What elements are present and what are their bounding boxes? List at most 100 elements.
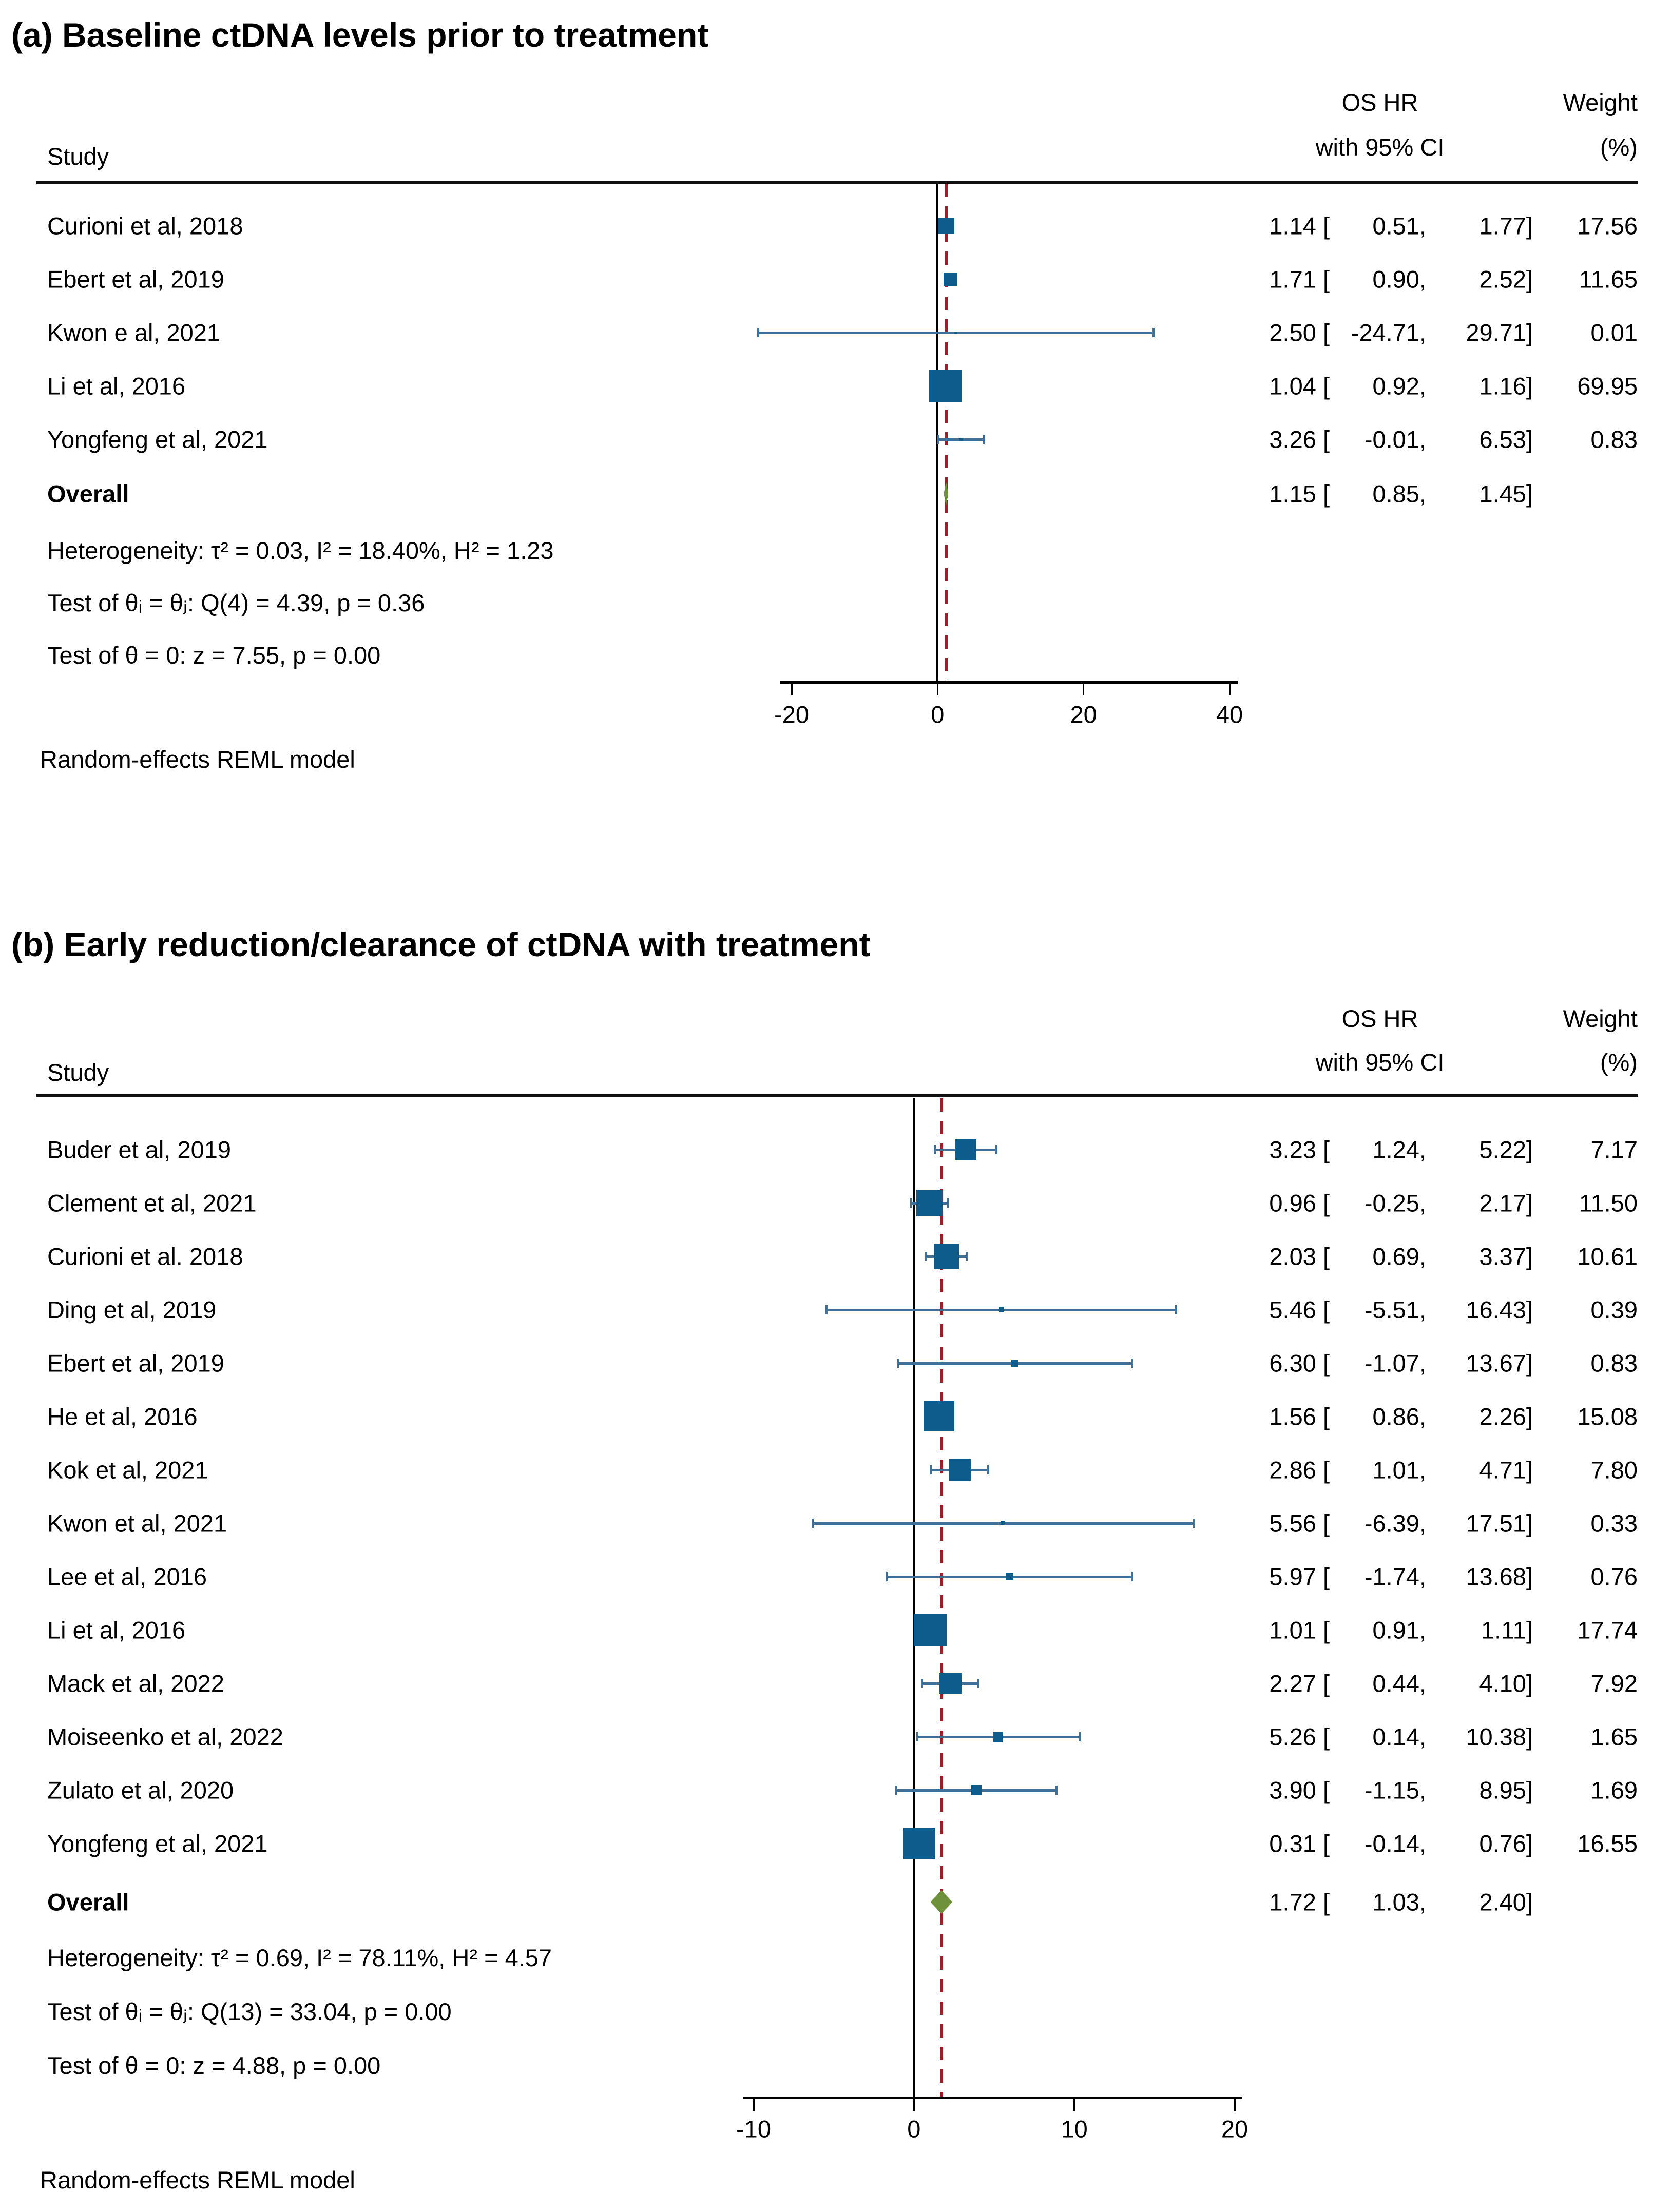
ci-upper: 2.52] [1479,265,1533,293]
ci-cap-right [1193,1519,1195,1528]
ci-cap-right [966,1252,968,1261]
weight-value: 1.69 [1590,1776,1638,1804]
ci-lower: 0.86, [1372,1403,1426,1430]
overall-diamond [930,1890,953,1914]
panel-title: (a) Baseline ctDNA levels prior to treat… [11,16,709,54]
ci-upper: 6.53] [1479,425,1533,453]
ci-cap-left [896,1359,899,1368]
weight-value: 10.61 [1577,1243,1638,1270]
effect-marker [949,1459,971,1481]
effect-marker [1006,1573,1013,1580]
weight-value: 0.01 [1590,319,1638,346]
ci-cap-left [930,1465,932,1474]
weight-value: 7.92 [1590,1670,1638,1697]
ci-cap-left [757,328,760,337]
weight-value: 1.65 [1590,1723,1638,1751]
x-axis [780,681,1238,684]
ci-upper: 17.51] [1466,1509,1533,1537]
overall-reference-line [940,1098,944,2097]
ci-lower: -1.15, [1364,1776,1426,1804]
weight-value: 0.83 [1590,1349,1638,1377]
ci-lower: -24.71, [1351,319,1426,346]
effect-estimate: 2.50 [ [1269,319,1330,346]
effect-marker [924,1401,954,1432]
heterogeneity-stats: Heterogeneity: τ² = 0.69, I² = 78.11%, H… [47,1944,552,1971]
overall-ci-lower: 1.03, [1372,1888,1426,1916]
weight-value: 17.56 [1577,212,1638,240]
effect-estimate: 5.26 [ [1269,1723,1330,1751]
ci-upper: 2.17] [1479,1189,1533,1217]
effect-estimate: 0.96 [ [1269,1189,1330,1217]
test-zero-stats: Test of θ = 0: z = 7.55, p = 0.00 [47,641,381,669]
axis-tick-label: 20 [1221,2115,1248,2143]
study-label: Buder et al, 2019 [47,1136,231,1163]
ci-cap-left [811,1519,814,1528]
effect-marker [1011,1360,1018,1367]
ci-upper: 5.22] [1479,1136,1533,1163]
zero-reference-line [936,184,939,681]
effect-marker [913,1614,947,1646]
study-label: Li et al, 2016 [47,1616,186,1644]
effect-estimate: 5.97 [ [1269,1563,1330,1590]
study-label: Li et al, 2016 [47,372,186,400]
zero-reference-line [913,1098,915,2097]
ci-upper: 3.37] [1479,1243,1533,1270]
ci-cap-right [987,1465,990,1474]
ci-lower: 0.51, [1372,212,1426,240]
ci-cap-left [937,435,940,444]
effect-estimate: 1.56 [ [1269,1403,1330,1430]
column-header-effect-line2: with 95% CI [1315,1048,1445,1076]
ci-lower: -5.51, [1364,1296,1426,1324]
effect-estimate: 1.01 [ [1269,1616,1330,1644]
effect-marker [1001,1521,1006,1526]
column-header-effect-line1: OS HR [1341,88,1418,116]
study-label: Yongfeng et al, 2021 [47,425,268,453]
ci-cap-right [1152,328,1155,337]
effect-estimate: 5.46 [ [1269,1296,1330,1324]
ci-lower: -6.39, [1364,1509,1426,1537]
header-rule [36,1094,1638,1097]
ci-cap-right [1078,1732,1081,1741]
effect-marker [903,1828,935,1859]
effect-estimate: 0.31 [ [1269,1830,1330,1857]
overall-estimate: 1.72 [ [1269,1888,1330,1916]
study-label: Ebert et al, 2019 [47,265,224,293]
axis-tick-label: 0 [907,2115,921,2143]
study-label: Kwon e al, 2021 [47,319,221,346]
effect-estimate: 3.23 [ [1269,1136,1330,1163]
panel-title: (b) Early reduction/clearance of ctDNA w… [11,925,871,963]
column-header-study: Study [47,1058,109,1086]
axis-tick [913,2097,915,2111]
overall-label: Overall [47,1888,129,1916]
axis-tick [753,2097,755,2111]
weight-value: 7.17 [1590,1136,1638,1163]
weight-value: 0.33 [1590,1509,1638,1537]
axis-tick [1073,2097,1075,2111]
ci-cap-right [977,1679,980,1688]
ci-lower: -0.01, [1364,425,1426,453]
study-label: Curioni et al. 2018 [47,1243,243,1270]
study-label: Clement et al, 2021 [47,1189,257,1217]
axis-tick [1083,681,1085,695]
ci-cap-right [1131,1359,1133,1368]
overall-diamond [944,482,949,506]
header-rule [36,181,1638,184]
ci-upper: 13.67] [1466,1349,1533,1377]
ci-cap-right [995,1145,998,1154]
study-label: Curioni et al, 2018 [47,212,243,240]
ci-cap-right [1055,1786,1058,1795]
ci-upper: 16.43] [1466,1296,1533,1324]
column-header-effect-line2: with 95% CI [1315,133,1445,161]
effect-estimate: 3.26 [ [1269,425,1330,453]
column-header-effect-line1: OS HR [1341,1004,1418,1032]
effect-marker [959,437,964,441]
overall-ci-upper: 2.40] [1479,1888,1533,1916]
study-label: Ebert et al, 2019 [47,1349,224,1377]
ci-cap-right [1131,1572,1133,1581]
column-header-weight-line1: Weight [1563,1004,1638,1032]
weight-value: 0.83 [1590,425,1638,453]
effect-marker [971,1785,982,1795]
column-header-weight-line2: (%) [1600,1048,1638,1076]
ci-cap-left [895,1786,898,1795]
